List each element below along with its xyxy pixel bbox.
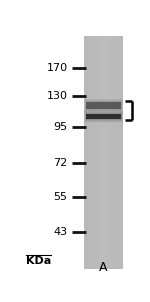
Bar xyxy=(84,36,86,269)
Bar xyxy=(90,36,92,269)
Bar xyxy=(119,36,121,269)
Bar xyxy=(92,36,94,269)
Bar xyxy=(85,112,122,121)
Bar xyxy=(106,36,107,269)
Bar xyxy=(85,101,122,111)
Bar xyxy=(111,36,113,269)
Text: 43: 43 xyxy=(53,226,68,236)
Bar xyxy=(85,111,123,122)
Bar xyxy=(100,36,102,269)
Text: 130: 130 xyxy=(46,91,68,101)
Text: 170: 170 xyxy=(46,63,68,73)
Bar xyxy=(104,36,106,269)
Bar xyxy=(85,99,123,111)
Bar xyxy=(102,36,104,269)
Bar xyxy=(84,98,123,113)
Bar xyxy=(109,36,111,269)
Bar xyxy=(94,36,96,269)
Bar xyxy=(121,36,123,269)
Text: KDa: KDa xyxy=(26,256,51,266)
Text: 95: 95 xyxy=(53,122,68,132)
Text: 72: 72 xyxy=(53,158,68,168)
Text: A: A xyxy=(99,261,108,274)
Bar xyxy=(86,114,121,119)
Bar xyxy=(86,102,121,109)
Bar xyxy=(84,36,123,269)
Bar xyxy=(85,101,122,110)
Bar xyxy=(88,36,90,269)
Bar xyxy=(85,113,122,120)
Text: 55: 55 xyxy=(54,192,68,202)
Bar xyxy=(84,110,123,123)
Bar xyxy=(113,36,115,269)
Bar xyxy=(86,36,88,269)
Bar xyxy=(107,36,109,269)
Bar xyxy=(117,36,119,269)
Bar xyxy=(115,36,117,269)
Bar xyxy=(98,36,100,269)
Bar xyxy=(96,36,98,269)
